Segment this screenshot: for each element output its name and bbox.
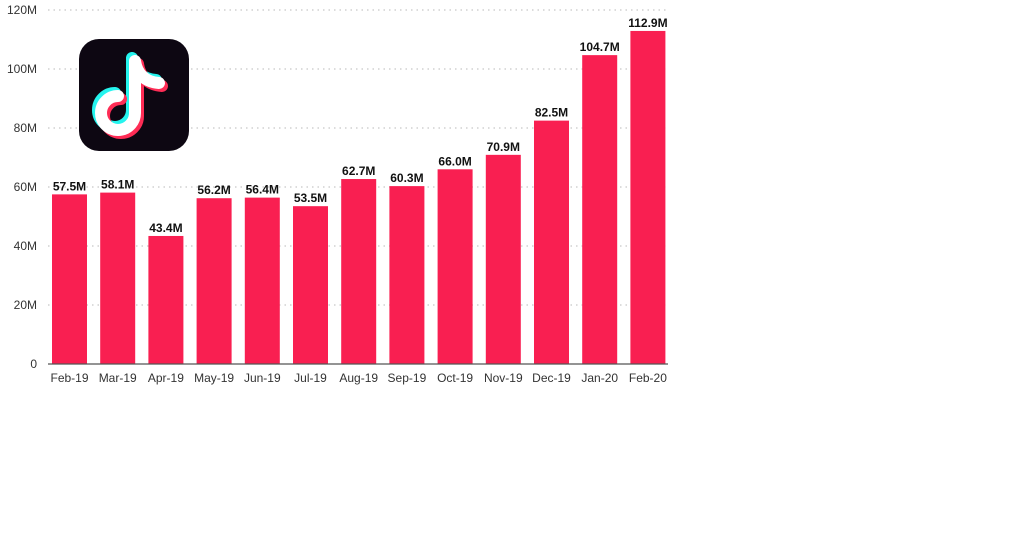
x-tick-label: Jan-20 xyxy=(581,371,618,385)
bar xyxy=(485,154,521,364)
bar xyxy=(582,55,618,364)
y-tick-label: 60M xyxy=(14,180,37,194)
y-tick-label: 0 xyxy=(30,357,37,371)
bar xyxy=(52,194,87,364)
bar-value-label: 70.9M xyxy=(487,140,520,154)
bar xyxy=(341,179,377,364)
x-tick-label: Nov-19 xyxy=(484,371,523,385)
y-tick-label: 80M xyxy=(14,121,37,135)
bar xyxy=(293,206,328,364)
x-tick-label: Feb-19 xyxy=(50,371,88,385)
bar-value-label: 60.3M xyxy=(390,171,423,185)
x-tick-label: Oct-19 xyxy=(437,371,473,385)
bar-value-label: 43.4M xyxy=(149,221,182,235)
bar-layer xyxy=(52,30,666,364)
bar xyxy=(100,192,136,364)
y-tick-label: 100M xyxy=(7,62,37,76)
bar xyxy=(534,120,569,364)
y-tick-label: 20M xyxy=(14,298,37,312)
tiktok-logo xyxy=(79,39,189,151)
bar xyxy=(389,186,425,364)
bar xyxy=(196,198,232,364)
x-tick-label: May-19 xyxy=(194,371,234,385)
bar-value-label: 66.0M xyxy=(438,154,471,168)
y-tick-label: 120M xyxy=(7,3,37,17)
bar-value-label: 62.7M xyxy=(342,164,375,178)
bar-value-label: 82.5M xyxy=(535,106,568,120)
x-tick-label: Jul-19 xyxy=(294,371,327,385)
x-tick-label: Aug-19 xyxy=(339,371,378,385)
bar-value-label: 58.1M xyxy=(101,178,134,192)
bar xyxy=(630,30,666,364)
x-tick-label: Apr-19 xyxy=(148,371,184,385)
axis-layer: 0 20M 40M 60M 80M 100M 120M Feb-19 Mar-19 Apr-19 M… xyxy=(7,3,668,385)
bar-value-label: 56.4M xyxy=(246,183,279,197)
bar-value-label: 56.2M xyxy=(197,183,230,197)
bar xyxy=(148,235,184,364)
bar-value-label: 104.7M xyxy=(580,40,620,54)
bar xyxy=(244,197,280,364)
bar-value-label: 53.5M xyxy=(294,191,327,205)
bar xyxy=(437,169,473,364)
x-tick-label: Dec-19 xyxy=(532,371,571,385)
x-tick-label: Mar-19 xyxy=(99,371,137,385)
y-tick-label: 40M xyxy=(14,239,37,253)
x-tick-label: Sep-19 xyxy=(388,371,427,385)
label-layer: 57.5M 58.1M 43.4M 56.2M 56.4M 53.5M 62.7M 60.3M… xyxy=(53,16,668,235)
tiktok-note-icon xyxy=(92,52,168,139)
bar-value-label: 112.9M xyxy=(628,16,667,30)
x-tick-label: Jun-19 xyxy=(244,371,281,385)
x-tick-label: Feb-20 xyxy=(629,371,667,385)
bar-value-label: 57.5M xyxy=(53,179,86,193)
